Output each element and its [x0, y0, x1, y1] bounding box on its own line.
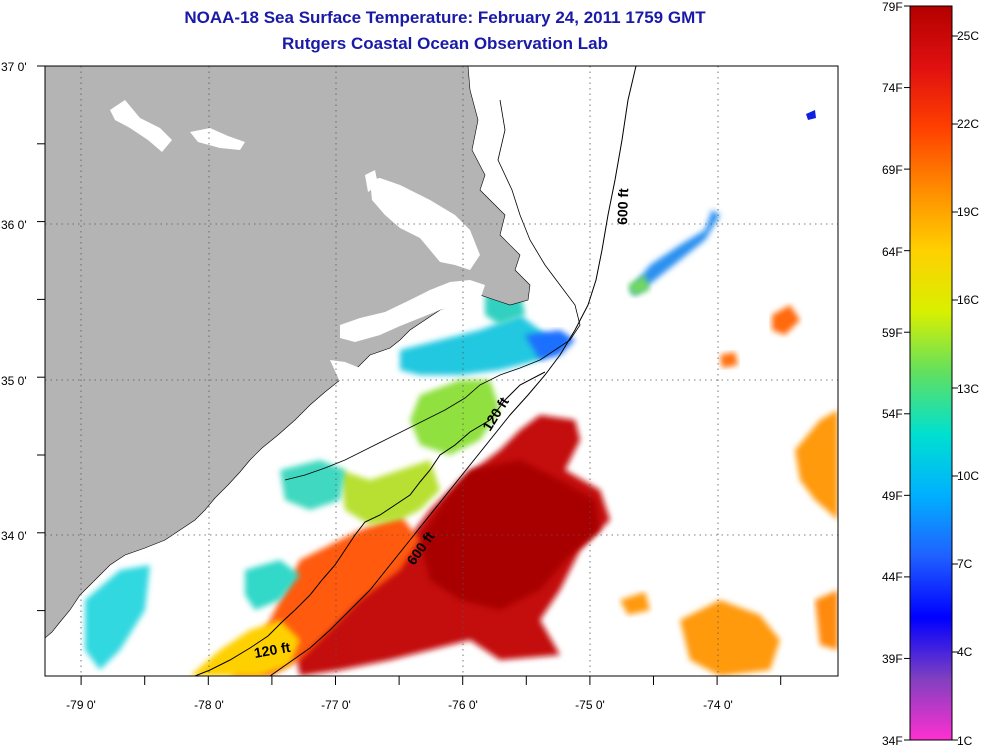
cb-f-59: 59F [882, 326, 903, 340]
plot-content: 600 ft 120 ft 600 ft 120 ft [45, 66, 838, 676]
cb-f-44: 44F [882, 570, 903, 584]
cb-f-74: 74F [882, 81, 903, 95]
cb-c-19: 19C [957, 205, 979, 219]
cb-f-34: 34F [882, 734, 903, 748]
sst-shelf-green [410, 380, 500, 455]
cb-c-4: 4C [957, 645, 973, 659]
sst-east-orange-3 [772, 305, 800, 335]
sst-offshore-blue [630, 210, 720, 295]
cb-c-1: 1C [957, 734, 973, 748]
x-axis-labels: -79 0' -78 0' -77 0' -76 0' -75 0' -74 0… [66, 698, 733, 712]
pamlico-river [340, 280, 485, 342]
y-axis-labels: 37 0' 36 0' 35 0' 34 0' [1, 60, 27, 543]
colorbar: 79F 74F 69F 64F 59F 54F 49F 44F 39F 34F … [882, 0, 979, 748]
sst-west-cyan [85, 565, 150, 670]
gridlines [45, 66, 838, 676]
sst-east-orange-1 [795, 410, 838, 520]
contour-label-600ft-north: 600 ft [614, 188, 631, 225]
cb-c-22: 22C [957, 117, 979, 131]
cb-f-39: 39F [882, 652, 903, 666]
y-tick-label-2: 36 0' [1, 218, 27, 232]
chesapeake-inlet-2 [190, 128, 245, 150]
y-tick-label-1: 37 0' [1, 60, 27, 74]
map-title: NOAA-18 Sea Surface Temperature: Februar… [184, 8, 706, 27]
x-tick-label-2: -78 0' [194, 698, 224, 712]
cb-f-64: 64F [882, 245, 903, 259]
map-subtitle: Rutgers Coastal Ocean Observation Lab [282, 34, 608, 53]
cb-c-7: 7C [957, 557, 973, 571]
sst-inner-cyan [280, 460, 345, 510]
cb-c-25: 25C [957, 29, 979, 43]
y-axis-ticks [37, 65, 45, 612]
x-tick-label-5: -75 0' [575, 698, 605, 712]
colorbar-bar [909, 5, 953, 741]
sst-pamlico-cyan [400, 315, 560, 375]
cb-c-16: 16C [957, 293, 979, 307]
x-tick-label-1: -79 0' [66, 698, 96, 712]
sst-east-orange-2 [680, 600, 780, 676]
barrier-islands [284, 99, 581, 481]
y-tick-label-4: 34 0' [1, 529, 27, 543]
contour-120ft [194, 371, 546, 676]
colorbar-ticks [904, 5, 958, 741]
chesapeake-inlet-1 [110, 100, 172, 152]
x-tick-label-6: -74 0' [703, 698, 733, 712]
bathymetry-contours [194, 66, 637, 676]
sst-mid-cyan [245, 560, 300, 610]
plot-frame [44, 65, 839, 677]
sst-offshore-green [628, 275, 650, 296]
cb-c-13: 13C [957, 382, 979, 396]
cb-f-79: 79F [882, 0, 903, 14]
contour-600ft [269, 66, 637, 676]
sst-shelf-yellow [340, 460, 440, 525]
cb-f-49: 49F [882, 489, 903, 503]
x-axis-ticks [80, 676, 782, 685]
x-tick-label-3: -77 0' [321, 698, 351, 712]
contour-label-120ft-south: 120 ft [253, 639, 292, 661]
sst-east-orange-6 [815, 590, 838, 650]
sst-yellow-band [190, 620, 300, 676]
sst-east-orange-5 [620, 592, 650, 615]
cb-f-54: 54F [882, 407, 903, 421]
sst-swaths [85, 110, 838, 676]
y-tick-label-3: 35 0' [1, 374, 27, 388]
sst-hot-core [420, 460, 600, 610]
sst-pamlico-blue [525, 330, 575, 360]
sst-tiny-blue [806, 110, 816, 120]
sst-east-orange-4 [720, 352, 738, 368]
neuse-river [330, 360, 372, 385]
cb-c-10: 10C [957, 469, 979, 483]
cb-f-69: 69F [882, 163, 903, 177]
x-tick-label-4: -76 0' [448, 698, 478, 712]
kerr-lake [365, 170, 378, 192]
